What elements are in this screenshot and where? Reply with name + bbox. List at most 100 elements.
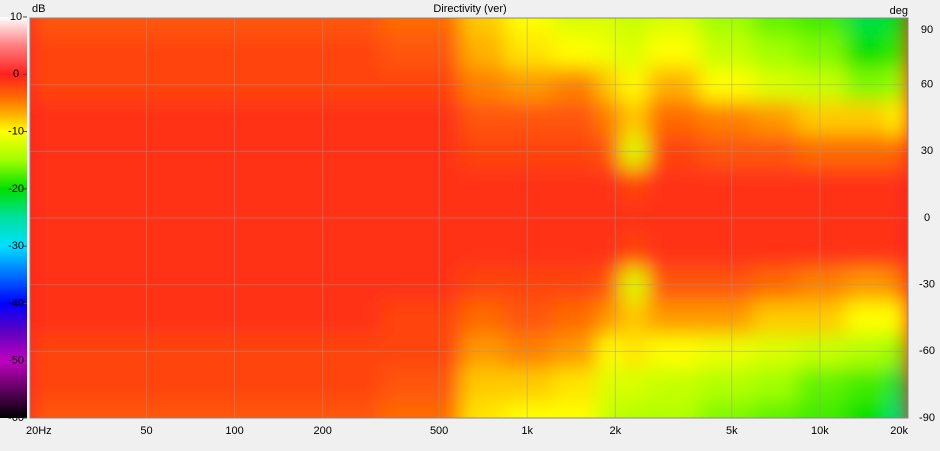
- heatmap-cell: [190, 401, 280, 418]
- heatmap-cell: [647, 368, 700, 402]
- heatmap-cell: [797, 234, 847, 269]
- x-tick-label: 100: [225, 425, 243, 437]
- heatmap-cell: [889, 301, 908, 336]
- colorbar: [0, 17, 27, 418]
- y-tick-label: 90: [921, 24, 933, 36]
- heatmap-cell: [889, 101, 908, 136]
- heatmap-cell: [460, 334, 506, 369]
- heatmap-cell: [552, 18, 598, 36]
- heatmap-cell: [380, 301, 462, 336]
- heatmap-cell: [278, 201, 382, 236]
- heatmap-cell: [190, 234, 280, 269]
- heatmap-cell: [380, 234, 462, 269]
- heatmap-cell: [889, 18, 908, 36]
- heatmap-cell: [30, 301, 89, 336]
- heatmap-cell: [88, 34, 192, 69]
- heatmap-cell: [647, 34, 700, 69]
- heatmap-cell: [190, 368, 280, 402]
- heatmap-cell: [699, 401, 754, 418]
- x-tick-label: 20Hz: [26, 425, 52, 437]
- heatmap-cell: [845, 18, 891, 36]
- heatmap-cell: [845, 301, 891, 336]
- heatmap-cell: [30, 368, 89, 402]
- heatmap-cell: [889, 201, 908, 236]
- heatmap-cell: [699, 368, 754, 402]
- heatmap-cell: [504, 18, 554, 36]
- heatmap-cell: [504, 368, 554, 402]
- heatmap-cell: [30, 268, 89, 302]
- x-tick-label: 5k: [726, 425, 738, 437]
- heatmap-cell: [699, 134, 754, 169]
- heatmap-cell: [797, 368, 847, 402]
- heatmap-cell: [190, 201, 280, 236]
- heatmap-cell: [504, 101, 554, 136]
- heatmap-cell: [753, 234, 798, 269]
- heatmap-cell: [647, 134, 700, 169]
- heatmap-cell: [797, 34, 847, 69]
- heatmap-cell: [797, 201, 847, 236]
- heatmap-cell: [597, 18, 622, 36]
- heatmap-cell: [889, 401, 908, 418]
- heatmap-cell: [88, 301, 192, 336]
- heatmap-cell: [889, 134, 908, 169]
- heatmap-cell: [88, 234, 192, 269]
- heatmap-cell: [845, 268, 891, 302]
- heatmap-cell: [889, 334, 908, 369]
- heatmap-cell: [30, 68, 89, 102]
- heatmap-cell: [504, 68, 554, 102]
- heatmap-cell: [597, 101, 622, 136]
- heatmap-cell: [597, 201, 622, 236]
- heatmap-cell: [380, 68, 462, 102]
- x-tick-label: 10k: [811, 425, 829, 437]
- heatmap-cell: [597, 168, 622, 202]
- heatmap-cell: [597, 334, 622, 369]
- heatmap-cell: [460, 68, 506, 102]
- heatmap-cell: [753, 134, 798, 169]
- heatmap-cell: [621, 301, 648, 336]
- heatmap-cell: [647, 168, 700, 202]
- heatmap-cell: [552, 401, 598, 418]
- heatmap-cell: [460, 168, 506, 202]
- heatmap-cell: [190, 68, 280, 102]
- heatmap-cell: [647, 401, 700, 418]
- colorbar-tick-label: -30: [8, 240, 24, 252]
- heatmap-cell: [797, 68, 847, 102]
- heatmap-cell: [88, 101, 192, 136]
- heatmap-cell: [889, 234, 908, 269]
- heatmap-cell: [699, 168, 754, 202]
- y-tick-label: 30: [921, 145, 933, 157]
- heatmap-cell: [190, 34, 280, 69]
- y-axis-label: deg: [890, 5, 908, 17]
- heatmap-cell: [647, 268, 700, 302]
- heatmap-cell: [845, 101, 891, 136]
- heatmap-cell: [30, 334, 89, 369]
- heatmap-cell: [504, 301, 554, 336]
- heatmap-cell: [552, 368, 598, 402]
- heatmap-cell: [552, 268, 598, 302]
- y-tick-label: 60: [921, 79, 933, 91]
- heatmap-cell: [699, 68, 754, 102]
- heatmap-cell: [88, 168, 192, 202]
- chart-title: Directivity (ver): [433, 3, 506, 15]
- heatmap-cell: [621, 268, 648, 302]
- heatmap-cell: [460, 34, 506, 69]
- x-tick-label: 200: [313, 425, 331, 437]
- heatmap-cell: [278, 268, 382, 302]
- heatmap-cell: [190, 18, 280, 36]
- heatmap-cell: [460, 201, 506, 236]
- heatmap-cell: [380, 134, 462, 169]
- colorbar-tick-label: 10: [10, 11, 22, 23]
- heatmap-cell: [845, 368, 891, 402]
- heatmap-cell: [460, 368, 506, 402]
- heatmap-cell: [597, 234, 622, 269]
- heatmap-cell: [753, 268, 798, 302]
- heatmap-cell: [552, 134, 598, 169]
- colorbar-label: dB: [32, 3, 45, 15]
- heatmap-cell: [621, 168, 648, 202]
- colorbar-tick-label: -10: [8, 125, 24, 137]
- heatmap-cell: [797, 18, 847, 36]
- heatmap-cell: [699, 201, 754, 236]
- heatmap-cell: [380, 34, 462, 69]
